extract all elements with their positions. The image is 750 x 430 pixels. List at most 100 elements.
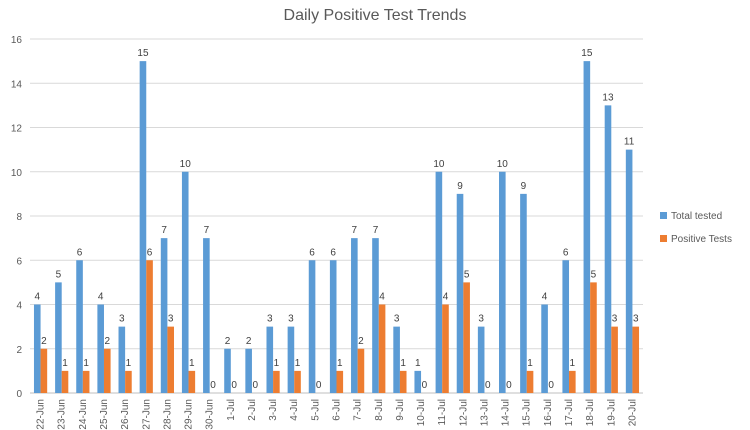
x-tick-label: 29-Jun bbox=[184, 399, 195, 430]
legend-swatch-positive-tests bbox=[660, 235, 667, 242]
bar-total-tested bbox=[477, 326, 485, 393]
data-label-total-tested: 4 bbox=[542, 292, 548, 303]
data-label-positive-tests: 0 bbox=[506, 380, 512, 391]
gridlines bbox=[30, 38, 643, 394]
data-label-positive-tests: 5 bbox=[464, 269, 470, 280]
bar-total-tested bbox=[520, 193, 527, 393]
legend-swatch-total-tested bbox=[660, 212, 667, 219]
bar-positive-tests bbox=[378, 304, 386, 393]
bar-total-tested bbox=[245, 348, 252, 393]
x-tick-label: 17-Jul bbox=[564, 399, 575, 426]
bar-positive-tests bbox=[125, 370, 132, 393]
x-tick-label: 14-Jul bbox=[501, 399, 512, 426]
x-tick-label: 30-Jun bbox=[205, 399, 216, 430]
data-label-positive-tests: 4 bbox=[379, 292, 385, 303]
data-label-total-tested: 13 bbox=[602, 92, 614, 103]
data-label-positive-tests: 3 bbox=[168, 314, 174, 325]
x-tick-label: 28-Jun bbox=[162, 399, 173, 430]
x-tick-label: 4-Jul bbox=[289, 399, 300, 421]
bar-positive-tests bbox=[146, 260, 153, 393]
data-label-total-tested: 10 bbox=[433, 159, 445, 170]
y-tick-label: 2 bbox=[16, 345, 22, 356]
data-label-total-tested: 6 bbox=[563, 247, 569, 258]
data-label-total-tested: 4 bbox=[98, 292, 104, 303]
bar-total-tested bbox=[76, 260, 83, 393]
bar-total-tested bbox=[160, 238, 168, 393]
bar-total-tested bbox=[372, 238, 379, 393]
data-label-positive-tests: 6 bbox=[147, 247, 153, 258]
bar-total-tested bbox=[414, 370, 422, 393]
data-label-total-tested: 1 bbox=[415, 358, 421, 369]
data-label-positive-tests: 1 bbox=[570, 358, 576, 369]
x-tick-label: 11-Jul bbox=[437, 399, 448, 426]
y-tick-label: 10 bbox=[11, 168, 23, 179]
legend-label-positive-tests: Positive Tests bbox=[671, 234, 732, 245]
data-label-positive-tests: 1 bbox=[126, 358, 132, 369]
bar-total-tested bbox=[97, 304, 104, 393]
data-label-total-tested: 6 bbox=[330, 247, 336, 258]
data-label-positive-tests: 2 bbox=[41, 336, 47, 347]
data-label-total-tested: 7 bbox=[204, 225, 210, 236]
x-tick-label: 25-Jun bbox=[99, 399, 110, 430]
x-tick-label: 7-Jul bbox=[353, 399, 364, 421]
data-label-positive-tests: 3 bbox=[633, 314, 639, 325]
data-label-total-tested: 9 bbox=[521, 181, 527, 192]
x-tick-label: 22-Jun bbox=[36, 399, 47, 430]
data-label-total-tested: 2 bbox=[246, 336, 252, 347]
data-label-total-tested: 7 bbox=[352, 225, 358, 236]
bar-positive-tests bbox=[273, 370, 280, 393]
x-tick-label: 20-Jul bbox=[627, 399, 638, 426]
data-label-positive-tests: 2 bbox=[105, 336, 111, 347]
bar-total-tested bbox=[435, 171, 443, 393]
data-label-positive-tests: 1 bbox=[295, 358, 301, 369]
bar-positive-tests bbox=[82, 370, 90, 393]
data-label-total-tested: 15 bbox=[581, 48, 593, 59]
x-tick-label: 24-Jun bbox=[78, 399, 89, 430]
data-label-positive-tests: 0 bbox=[422, 380, 428, 391]
bar-total-tested bbox=[203, 238, 210, 393]
y-axis-ticks: 0 2 4 6 8 10 12 14 16 bbox=[11, 35, 23, 400]
bar-positive-tests bbox=[336, 370, 344, 393]
y-tick-label: 0 bbox=[16, 389, 22, 400]
x-tick-label: 2-Jul bbox=[247, 399, 258, 421]
legend-label-total-tested: Total tested bbox=[671, 211, 722, 222]
y-tick-label: 4 bbox=[16, 301, 22, 312]
data-label-positive-tests: 1 bbox=[527, 358, 533, 369]
data-label-total-tested: 6 bbox=[309, 247, 315, 258]
bar-positive-tests bbox=[442, 304, 449, 393]
bar-positive-tests bbox=[590, 282, 597, 393]
y-tick-label: 16 bbox=[11, 35, 23, 46]
x-tick-label: 8-Jul bbox=[374, 399, 385, 421]
data-label-positive-tests: 0 bbox=[231, 380, 237, 391]
data-label-total-tested: 9 bbox=[457, 181, 463, 192]
data-label-positive-tests: 2 bbox=[358, 336, 364, 347]
data-label-total-tested: 2 bbox=[225, 336, 231, 347]
bar-positive-tests bbox=[188, 370, 196, 393]
bar-positive-tests bbox=[103, 348, 111, 393]
data-label-total-tested: 7 bbox=[161, 225, 167, 236]
data-label-positive-tests: 0 bbox=[485, 380, 491, 391]
bar-total-tested bbox=[181, 171, 189, 393]
data-label-total-tested: 3 bbox=[267, 314, 273, 325]
data-label-positive-tests: 4 bbox=[443, 292, 449, 303]
bar-positive-tests bbox=[569, 370, 576, 393]
x-axis-ticks: 22-Jun 23-Jun 24-Jun 25-Jun 26-Jun 27-Jun 28-J… bbox=[36, 399, 639, 430]
x-tick-label: 19-Jul bbox=[606, 399, 617, 426]
data-label-total-tested: 10 bbox=[497, 159, 509, 170]
bar-positive-tests bbox=[167, 326, 174, 393]
y-tick-label: 8 bbox=[16, 212, 22, 223]
bar-total-tested bbox=[562, 260, 570, 393]
bar-positive-tests bbox=[399, 370, 407, 393]
bar-total-tested bbox=[625, 149, 633, 393]
y-tick-label: 6 bbox=[16, 256, 22, 267]
data-label-positive-tests: 1 bbox=[274, 358, 280, 369]
x-tick-label: 3-Jul bbox=[268, 399, 279, 421]
data-label-positive-tests: 1 bbox=[62, 358, 68, 369]
bar-total-tested bbox=[55, 282, 62, 393]
data-label-positive-tests: 1 bbox=[83, 358, 89, 369]
x-tick-label: 6-Jul bbox=[332, 399, 343, 421]
data-label-positive-tests: 1 bbox=[400, 358, 406, 369]
x-tick-label: 9-Jul bbox=[395, 399, 406, 421]
bar-positive-tests bbox=[294, 370, 301, 393]
